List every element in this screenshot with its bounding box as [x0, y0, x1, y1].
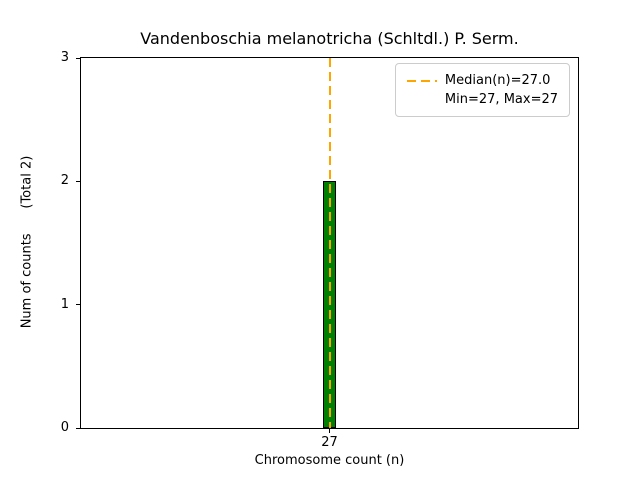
- median-line: [328, 58, 331, 428]
- median-line-sample-icon: [406, 79, 437, 82]
- x-tick-label: 27: [321, 435, 338, 450]
- legend-row-minmax: Min=27, Max=27: [407, 90, 558, 109]
- legend-row-median: Median(n)=27.0: [406, 71, 558, 90]
- y-tick-mark: [76, 180, 80, 182]
- x-axis-label: Chromosome count (n): [254, 453, 405, 468]
- y-tick-mark: [76, 304, 80, 306]
- legend-minmax-label: Min=27, Max=27: [444, 92, 558, 107]
- y-axis-label: Num of counts (Total 2): [19, 155, 35, 329]
- y-tick-label: 0: [60, 420, 69, 435]
- legend-median-label: Median(n)=27.0: [444, 73, 551, 88]
- y-tick-label: 1: [60, 296, 69, 312]
- y-tick-mark: [76, 57, 80, 59]
- legend: Median(n)=27.0 Min=27, Max=27: [394, 63, 570, 117]
- y-tick-mark: [76, 427, 80, 429]
- y-tick-label: 2: [60, 173, 69, 189]
- legend-spacer: [407, 99, 437, 101]
- y-tick-label: 3: [60, 50, 69, 65]
- chart-title: Vandenboschia melanotricha (Schltdl.) P.…: [140, 29, 519, 48]
- x-tick-mark: [329, 429, 330, 433]
- plot-area: [80, 57, 579, 429]
